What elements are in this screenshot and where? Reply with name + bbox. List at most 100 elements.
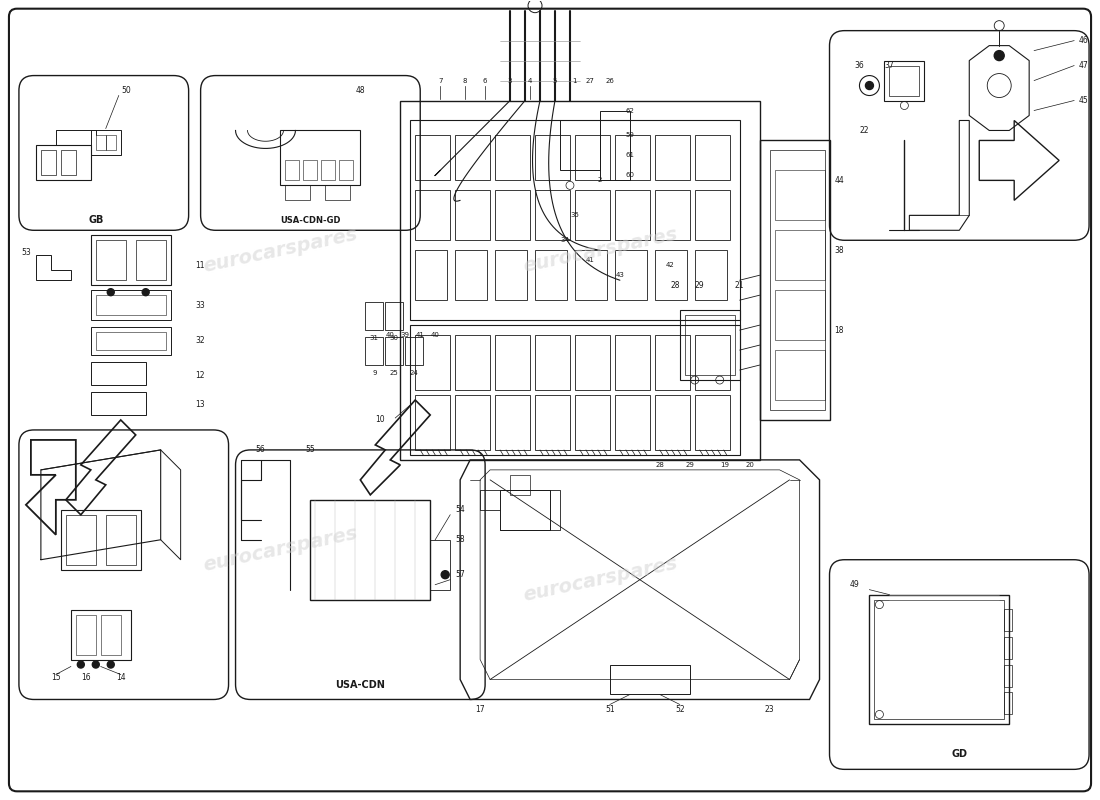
Text: 34: 34 bbox=[561, 238, 570, 243]
Bar bbox=[695, 250, 727, 300]
Bar bbox=[66, 515, 96, 565]
Text: 11: 11 bbox=[196, 261, 205, 270]
Circle shape bbox=[994, 50, 1004, 61]
Bar bbox=[535, 135, 570, 180]
Text: 38: 38 bbox=[835, 246, 844, 254]
Bar bbox=[286, 161, 299, 180]
Text: 32: 32 bbox=[196, 336, 206, 345]
Bar bbox=[760, 141, 829, 420]
Bar bbox=[455, 335, 491, 390]
Bar bbox=[500, 490, 550, 530]
Text: 49: 49 bbox=[849, 580, 859, 589]
Bar bbox=[96, 240, 125, 280]
Bar bbox=[495, 190, 530, 240]
Bar bbox=[91, 235, 170, 285]
Text: 1: 1 bbox=[573, 78, 578, 83]
Bar bbox=[654, 135, 690, 180]
Bar bbox=[695, 335, 729, 390]
Text: 8: 8 bbox=[463, 78, 467, 83]
Bar bbox=[70, 610, 131, 659]
Text: 60: 60 bbox=[626, 172, 635, 178]
Text: 28: 28 bbox=[670, 281, 680, 290]
Text: 26: 26 bbox=[605, 78, 614, 83]
Text: 3: 3 bbox=[508, 78, 513, 83]
Bar bbox=[615, 335, 650, 390]
Bar bbox=[430, 540, 450, 590]
Bar bbox=[1004, 665, 1012, 686]
Bar bbox=[415, 250, 448, 300]
Text: 13: 13 bbox=[196, 401, 206, 410]
Bar bbox=[535, 190, 570, 240]
Bar bbox=[321, 161, 336, 180]
Bar bbox=[455, 395, 491, 450]
Bar bbox=[280, 130, 361, 186]
Text: 28: 28 bbox=[656, 462, 664, 468]
Text: 9: 9 bbox=[372, 370, 376, 376]
Bar bbox=[96, 295, 166, 315]
Text: 2: 2 bbox=[597, 178, 602, 183]
Text: 18: 18 bbox=[835, 326, 844, 334]
Text: USA-CDN: USA-CDN bbox=[336, 679, 385, 690]
Bar bbox=[76, 614, 96, 654]
Text: 46: 46 bbox=[1079, 36, 1089, 45]
Bar bbox=[1004, 637, 1012, 658]
Circle shape bbox=[441, 570, 449, 578]
Bar bbox=[1004, 609, 1012, 630]
Bar bbox=[615, 250, 647, 300]
Text: 47: 47 bbox=[1079, 61, 1089, 70]
Bar bbox=[41, 150, 56, 175]
Bar bbox=[884, 61, 924, 101]
Bar bbox=[310, 500, 430, 600]
Bar bbox=[695, 395, 729, 450]
Bar bbox=[455, 190, 491, 240]
Text: eurocarspares: eurocarspares bbox=[201, 524, 360, 575]
Text: 20: 20 bbox=[745, 462, 755, 468]
Circle shape bbox=[866, 82, 873, 90]
Text: 23: 23 bbox=[764, 705, 774, 714]
Text: 48: 48 bbox=[355, 86, 365, 95]
Text: 52: 52 bbox=[675, 705, 684, 714]
Text: 41: 41 bbox=[416, 332, 425, 338]
Bar bbox=[654, 395, 690, 450]
Text: 25: 25 bbox=[389, 370, 398, 376]
Circle shape bbox=[77, 661, 85, 668]
Text: 22: 22 bbox=[860, 126, 869, 135]
Bar bbox=[535, 335, 570, 390]
Text: 61: 61 bbox=[626, 153, 635, 158]
Bar bbox=[410, 121, 739, 320]
Text: 35: 35 bbox=[571, 212, 580, 218]
Bar bbox=[365, 302, 383, 330]
Circle shape bbox=[108, 289, 114, 296]
Bar bbox=[575, 250, 607, 300]
Bar bbox=[415, 335, 450, 390]
Text: 30: 30 bbox=[389, 335, 399, 341]
Bar bbox=[415, 190, 450, 240]
Text: 59: 59 bbox=[626, 133, 635, 138]
Bar bbox=[575, 395, 609, 450]
Text: 6: 6 bbox=[483, 78, 487, 83]
Bar bbox=[609, 665, 690, 694]
Bar bbox=[304, 161, 318, 180]
Text: 16: 16 bbox=[81, 673, 90, 682]
Text: 10: 10 bbox=[375, 415, 385, 425]
Bar bbox=[415, 395, 450, 450]
Text: 33: 33 bbox=[196, 301, 206, 310]
Bar bbox=[575, 135, 609, 180]
Text: 12: 12 bbox=[196, 370, 205, 379]
Text: 62: 62 bbox=[626, 107, 635, 114]
Bar bbox=[774, 230, 825, 280]
Text: 29: 29 bbox=[695, 281, 705, 290]
Bar bbox=[60, 150, 76, 175]
Text: 36: 36 bbox=[855, 61, 865, 70]
Circle shape bbox=[92, 661, 99, 668]
Circle shape bbox=[108, 661, 114, 668]
Bar bbox=[495, 135, 530, 180]
Bar bbox=[1004, 693, 1012, 714]
Bar bbox=[91, 327, 170, 355]
Text: 43: 43 bbox=[615, 272, 625, 278]
Bar bbox=[91, 392, 145, 415]
Bar bbox=[774, 350, 825, 400]
Bar bbox=[60, 510, 141, 570]
Circle shape bbox=[142, 289, 150, 296]
Bar bbox=[869, 594, 1009, 725]
